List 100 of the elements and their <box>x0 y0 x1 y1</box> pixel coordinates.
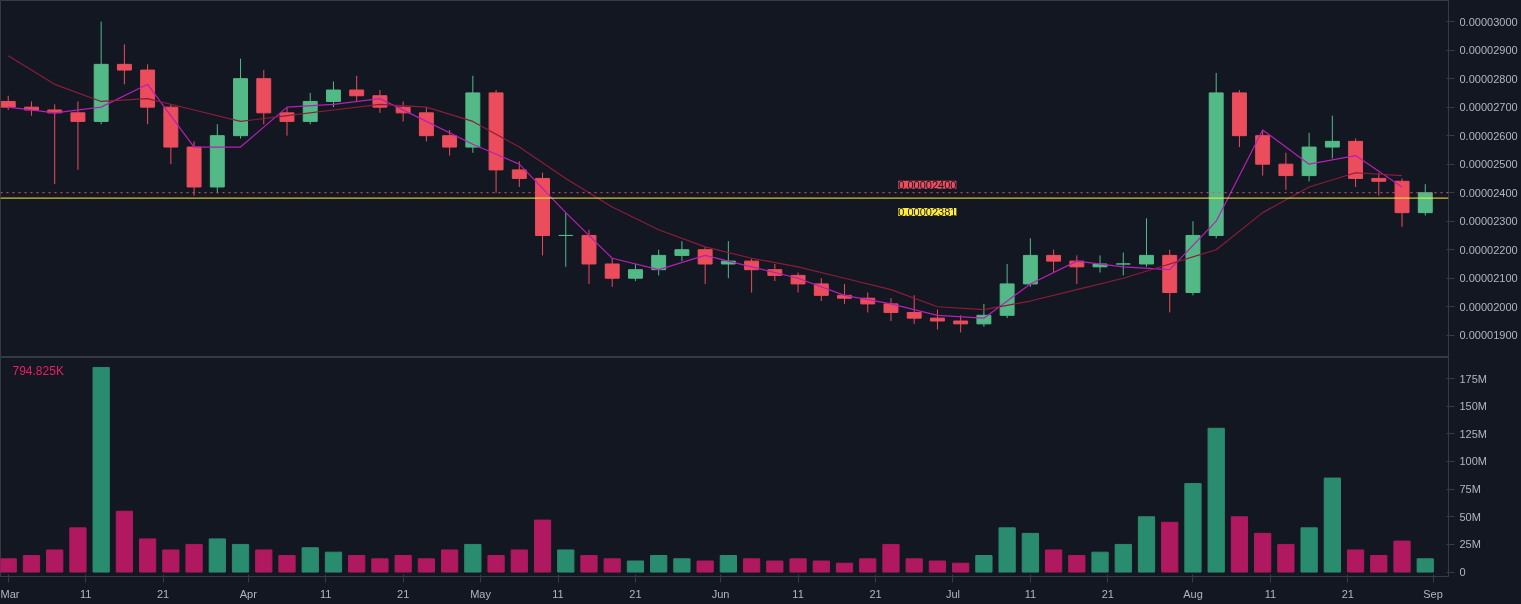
bar <box>882 543 900 573</box>
x-tick-label: May <box>470 587 492 600</box>
y-tick-label: 0.00002300 <box>1459 215 1518 228</box>
x-tick-label: 21 <box>1101 587 1114 600</box>
bar <box>348 554 366 573</box>
bar <box>255 549 273 573</box>
candlestick <box>558 212 574 268</box>
bar <box>185 543 203 573</box>
bar <box>1137 516 1156 573</box>
bar <box>742 558 761 573</box>
y-tick-label: 50M <box>1459 510 1481 523</box>
bar <box>324 551 343 573</box>
y-tick-label: 0.00002400 <box>1459 186 1518 199</box>
bar <box>580 554 598 573</box>
bar <box>46 549 64 573</box>
x-tick-label: Jun <box>711 587 730 600</box>
candlestick <box>929 309 945 331</box>
bar <box>696 560 714 573</box>
bar <box>208 538 226 573</box>
y-tick-label: 100M <box>1459 455 1488 468</box>
bar <box>1277 543 1295 573</box>
y-tick-label: 0.00002500 <box>1459 158 1518 171</box>
candlestick <box>349 75 365 102</box>
x-tick-label: 11 <box>552 587 564 600</box>
bar <box>533 519 552 573</box>
bar <box>115 510 134 573</box>
candlestick <box>674 240 690 262</box>
x-tick-label: Jul <box>945 587 960 600</box>
annotation: 794.825K <box>12 363 64 378</box>
x-tick-label: Sep <box>1423 587 1443 600</box>
bar <box>1230 516 1249 573</box>
x-tick-label: Aug <box>1183 587 1203 600</box>
y-tick-label: 0.00002200 <box>1459 243 1518 256</box>
y-tick-label: 0.00002100 <box>1459 272 1518 285</box>
y-tick-label: 0 <box>1459 566 1466 579</box>
y-tick-label: 0.00002900 <box>1459 44 1518 57</box>
bar <box>928 560 947 573</box>
bar <box>626 560 645 573</box>
bar <box>998 527 1016 573</box>
bar <box>975 554 993 573</box>
bar <box>859 558 877 573</box>
x-tick-label: 11 <box>792 587 804 600</box>
bar <box>1021 532 1039 573</box>
y-tick-label: 125M <box>1459 427 1488 440</box>
candlestick <box>116 43 132 85</box>
bar <box>92 366 110 573</box>
bar <box>1207 427 1225 573</box>
x-tick-label: 11 <box>1024 587 1037 600</box>
bar <box>301 547 319 573</box>
bar <box>162 549 180 573</box>
y-tick-label: 0.00001900 <box>1459 329 1518 342</box>
y-tick-label: 75M <box>1459 483 1481 496</box>
bar <box>766 560 784 573</box>
x-tick-label: Mar <box>0 587 20 600</box>
y-tick-label: 0.00002600 <box>1459 129 1518 142</box>
bar <box>557 549 575 573</box>
bar <box>278 554 296 573</box>
y-tick-label: 175M <box>1459 372 1488 385</box>
bar <box>673 558 691 573</box>
candlestick <box>70 100 86 171</box>
bar <box>1370 554 1388 573</box>
bar <box>464 543 482 573</box>
bar <box>510 549 528 573</box>
bar <box>1044 549 1063 573</box>
bar <box>440 549 459 573</box>
y-tick-label: 150M <box>1459 400 1488 413</box>
candlestick <box>906 294 922 325</box>
bar <box>603 558 621 573</box>
candlestick <box>1046 249 1062 274</box>
bar <box>487 554 505 573</box>
candlestick <box>651 249 667 276</box>
candlestick <box>511 160 527 188</box>
candlestick <box>325 80 341 108</box>
bar <box>231 543 250 573</box>
x-tick-label: 11 <box>1264 587 1277 600</box>
x-tick-label: Apr <box>239 587 258 600</box>
bar <box>1091 551 1109 573</box>
bar <box>835 562 854 573</box>
y-tick-label: 0.00003000 <box>1459 15 1518 28</box>
candlestick <box>697 246 713 285</box>
bar <box>1393 540 1411 573</box>
bar <box>1300 527 1318 573</box>
bar <box>650 554 668 573</box>
y-tick-label: 25M <box>1459 538 1481 551</box>
bar <box>0 558 17 573</box>
candlestick <box>1139 217 1154 268</box>
bar <box>1346 549 1365 573</box>
bar <box>394 554 412 573</box>
candlestick <box>442 129 458 157</box>
x-tick-label: 21 <box>869 587 882 600</box>
bar <box>789 558 807 573</box>
bar <box>812 560 830 573</box>
ref-line-label: 0.00002381 <box>898 206 957 219</box>
bar <box>138 538 157 573</box>
candlestick <box>418 106 434 142</box>
bar <box>1114 543 1132 573</box>
bar <box>905 558 923 573</box>
x-tick-label: 21 <box>629 587 642 600</box>
x-tick-label: 11 <box>320 587 332 600</box>
x-tick-label: 21 <box>1341 587 1354 600</box>
